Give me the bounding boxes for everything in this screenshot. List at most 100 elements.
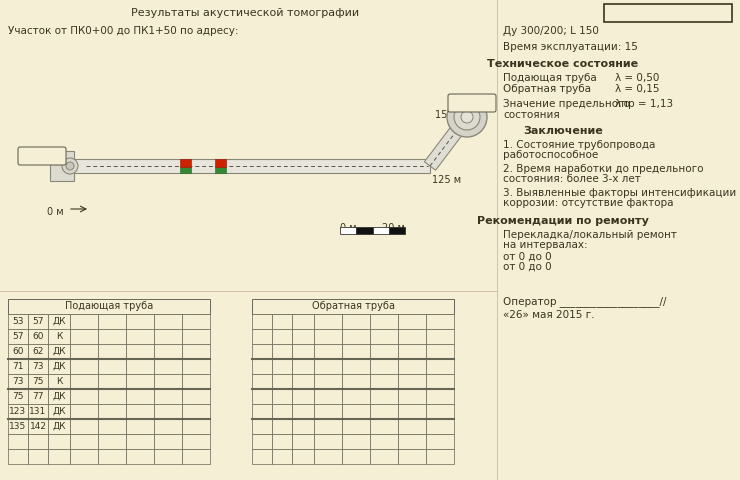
Bar — [314, 314, 342, 329]
Bar — [8, 389, 28, 404]
Text: 77: 77 — [33, 391, 44, 400]
Bar — [252, 329, 272, 344]
Circle shape — [454, 105, 480, 131]
Text: 123: 123 — [10, 406, 27, 415]
Text: 3. Выявленные факторы интенсификации: 3. Выявленные факторы интенсификации — [503, 188, 736, 198]
Bar — [70, 344, 98, 359]
Text: Обратная труба: Обратная труба — [312, 301, 394, 311]
Bar — [182, 449, 210, 464]
Bar — [182, 329, 210, 344]
Bar — [398, 419, 426, 434]
Text: Время эксплуатации: 15: Время эксплуатации: 15 — [503, 42, 638, 52]
Text: 53: 53 — [13, 316, 24, 325]
Bar — [182, 419, 210, 434]
Text: 62: 62 — [33, 346, 44, 355]
Bar — [50, 152, 74, 181]
Bar — [292, 419, 314, 434]
Bar — [398, 374, 426, 389]
Bar — [252, 404, 272, 419]
Bar — [70, 434, 98, 449]
Bar — [272, 434, 292, 449]
Bar — [98, 404, 126, 419]
FancyBboxPatch shape — [18, 148, 66, 166]
Text: ДК: ДК — [53, 406, 66, 415]
Bar — [314, 419, 342, 434]
Bar — [126, 314, 154, 329]
Text: 20 м: 20 м — [382, 223, 405, 232]
Bar — [398, 359, 426, 374]
Bar — [154, 374, 182, 389]
Text: Техническое состояние: Техническое состояние — [488, 59, 639, 69]
Circle shape — [461, 112, 473, 124]
Bar — [272, 359, 292, 374]
Text: ДК: ДК — [53, 391, 66, 400]
Bar — [70, 404, 98, 419]
Text: 150 м: 150 м — [435, 110, 464, 120]
Bar — [426, 389, 454, 404]
Bar — [272, 314, 292, 329]
Bar — [8, 344, 28, 359]
Bar — [28, 389, 48, 404]
Bar — [98, 329, 126, 344]
Text: Отчет №1: Отчет №1 — [639, 7, 696, 17]
Bar — [98, 449, 126, 464]
Bar — [70, 389, 98, 404]
Bar — [252, 434, 272, 449]
Text: λ = 0,15: λ = 0,15 — [615, 84, 659, 94]
Text: работоспособное: работоспособное — [503, 150, 598, 160]
Bar — [48, 329, 70, 344]
Text: 2. Время наработки до предельного: 2. Время наработки до предельного — [503, 164, 704, 174]
Bar — [252, 419, 272, 434]
Bar — [182, 389, 210, 404]
Bar — [126, 434, 154, 449]
Bar — [426, 359, 454, 374]
Bar — [8, 374, 28, 389]
Bar — [8, 314, 28, 329]
Bar — [372, 228, 389, 235]
Bar — [180, 160, 191, 168]
Bar — [70, 329, 98, 344]
Bar — [215, 168, 226, 174]
Bar — [8, 434, 28, 449]
Bar — [28, 434, 48, 449]
Bar — [292, 404, 314, 419]
Circle shape — [62, 159, 78, 175]
Bar — [70, 449, 98, 464]
Bar — [252, 300, 454, 314]
Text: К: К — [56, 376, 62, 385]
Bar — [126, 419, 154, 434]
Bar — [292, 434, 314, 449]
Bar — [28, 449, 48, 464]
Bar — [126, 449, 154, 464]
Bar — [342, 449, 370, 464]
Text: от 0 до 0: от 0 до 0 — [503, 252, 551, 262]
Bar — [356, 228, 372, 235]
Bar — [252, 389, 272, 404]
Bar — [370, 374, 398, 389]
Text: коррозии: отсутствие фактора: коррозии: отсутствие фактора — [503, 198, 673, 207]
Text: ПК0+00: ПК0+00 — [23, 151, 61, 160]
Bar — [342, 419, 370, 434]
Bar — [370, 329, 398, 344]
Bar — [398, 389, 426, 404]
Bar — [48, 434, 70, 449]
Bar — [98, 389, 126, 404]
Bar — [272, 344, 292, 359]
Bar — [126, 389, 154, 404]
Text: 75: 75 — [33, 376, 44, 385]
Bar — [426, 374, 454, 389]
Bar — [154, 449, 182, 464]
Bar — [342, 434, 370, 449]
Text: Подающая труба: Подающая труба — [503, 73, 596, 83]
Bar — [70, 374, 98, 389]
Bar — [292, 329, 314, 344]
Bar — [28, 314, 48, 329]
Bar — [98, 374, 126, 389]
Bar — [28, 344, 48, 359]
Text: 57: 57 — [13, 331, 24, 340]
Text: 131: 131 — [30, 406, 47, 415]
Bar — [342, 389, 370, 404]
Bar — [314, 344, 342, 359]
Bar — [48, 314, 70, 329]
Bar — [70, 419, 98, 434]
